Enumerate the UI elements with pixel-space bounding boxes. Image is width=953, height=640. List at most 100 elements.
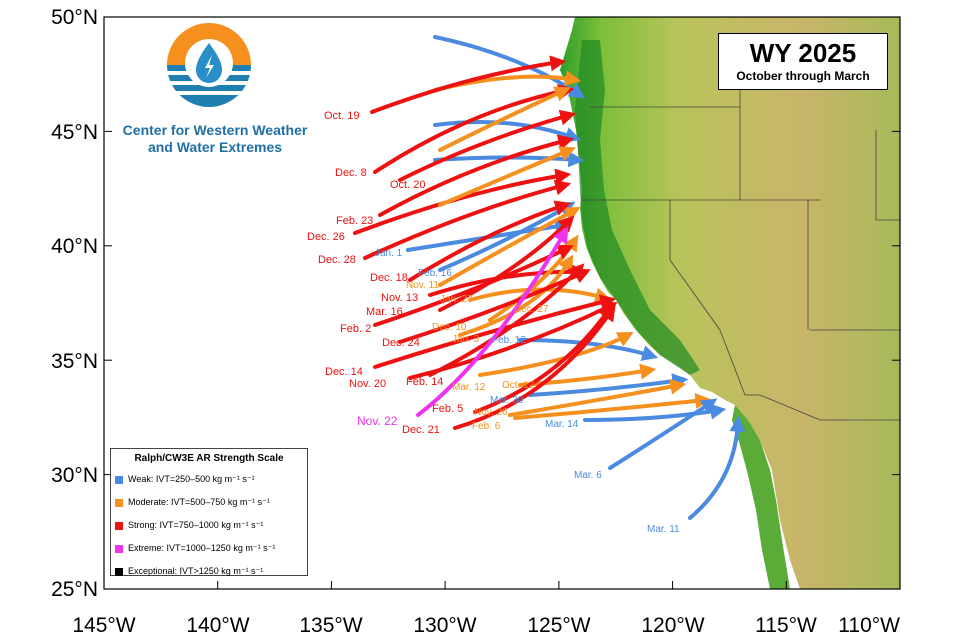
ar-label: Dec. 10 xyxy=(432,322,467,333)
logo-line-1: Center for Western Weather xyxy=(122,122,308,138)
ar-arrow xyxy=(473,302,614,414)
lon-tick-label: 125°W xyxy=(527,614,590,637)
ar-arrow xyxy=(408,200,572,282)
water-drop-sun-logo xyxy=(167,23,251,107)
ar-label: Jan. 1 xyxy=(375,248,403,259)
ar-label: Mar. 30 xyxy=(490,395,524,406)
ar-label: Jan. 3 xyxy=(452,334,480,345)
graticule xyxy=(104,130,900,589)
legend-label: Exceptional: IVT>1250 kg m⁻¹ s⁻¹ xyxy=(128,566,264,576)
ar-arrow xyxy=(528,373,689,397)
ar-label: Feb. 5 xyxy=(432,403,463,415)
lat-tick-label: 40°N xyxy=(51,235,98,258)
legend-item-strong: Strong: IVT=750–1000 kg m⁻¹ s⁻¹ xyxy=(111,514,307,537)
ar-arrow xyxy=(608,398,718,470)
lat-tick-label: 25°N xyxy=(51,578,98,601)
latitude-tick-labels: 50°N 45°N 40°N 35°N 30°N 25°N xyxy=(51,6,98,601)
legend-item-exceptional: Exceptional: IVT>1250 kg m⁻¹ s⁻¹ xyxy=(111,560,307,583)
ar-arrow xyxy=(688,415,746,520)
lon-tick-label: 145°W xyxy=(72,614,135,637)
ar-arrow xyxy=(518,363,657,387)
legend-label: Weak: IVT=250–500 kg m⁻¹ s⁻¹ xyxy=(128,474,255,484)
ar-labels: Oct. 19 Dec. 8 Oct. 20 Feb. 23 Dec. 26 D… xyxy=(307,110,680,535)
ar-arrow xyxy=(428,263,585,377)
logo-line-2: and Water Extremes xyxy=(147,139,283,155)
map-title: WY 2025 xyxy=(749,38,857,68)
ar-arrows xyxy=(353,35,746,520)
lon-tick-label: 120°W xyxy=(641,614,704,637)
ar-label: Oct. 20 xyxy=(390,179,425,191)
lon-tick-label: 130°W xyxy=(413,614,476,637)
ar-arrow xyxy=(378,134,575,217)
ar-arrow xyxy=(373,294,617,369)
ar-label: Mar. 6 xyxy=(574,470,602,481)
ar-label: Mar. 14 xyxy=(545,419,579,430)
ar-label: Feb. 23 xyxy=(336,215,373,227)
ar-label: Dec. 21 xyxy=(402,424,440,436)
ar-label: Dec. 27 xyxy=(514,304,549,315)
lon-tick-label: 135°W xyxy=(299,614,362,637)
ar-arrow xyxy=(518,338,659,361)
map-subtitle: October through March xyxy=(736,69,870,83)
logo-text: Center for Western Weather and Water Ext… xyxy=(100,122,330,156)
legend: Ralph/CW3E AR Strength Scale Weak: IVT=2… xyxy=(110,448,308,576)
ar-label: Nov. 20 xyxy=(349,378,386,390)
ar-label: Dec. 24 xyxy=(382,337,420,349)
ar-label: Mar. 12 xyxy=(452,382,486,393)
ar-label: Dec. 14 xyxy=(325,366,363,378)
legend-swatch xyxy=(115,475,123,484)
ar-arrow xyxy=(513,393,712,420)
legend-label: Moderate: IVT=500–750 kg m⁻¹ s⁻¹ xyxy=(128,497,270,507)
legend-title: Ralph/CW3E AR Strength Scale xyxy=(134,453,284,464)
coastal-mountains xyxy=(575,40,700,375)
legend-swatch xyxy=(115,521,123,530)
lon-tick-label: 115°W xyxy=(755,614,817,637)
ar-arrow xyxy=(438,86,571,152)
ar-arrow xyxy=(373,244,574,327)
legend-label: Extreme: IVT=1000–1250 kg m⁻¹ s⁻¹ xyxy=(128,543,276,553)
ar-label: Dec. 26 xyxy=(307,231,345,243)
ar-label: Mar. 11 xyxy=(647,524,680,535)
ar-label: Nov. 26 xyxy=(474,407,508,418)
ar-label: Nov. 22 xyxy=(357,414,398,428)
ar-label: Dec. 18 xyxy=(370,272,408,284)
legend-swatch xyxy=(115,544,123,553)
ar-arrow xyxy=(438,146,576,207)
ar-arrow xyxy=(458,254,574,337)
map-frame xyxy=(103,16,901,590)
ar-label: Dec. 8 xyxy=(335,167,367,179)
state-borders xyxy=(582,40,900,421)
legend-item-weak: Weak: IVT=250–500 kg m⁻¹ s⁻¹ xyxy=(111,468,307,491)
lat-tick-label: 35°N xyxy=(51,350,98,373)
lat-tick-label: 30°N xyxy=(51,464,98,487)
legend-item-moderate: Moderate: IVT=500–750 kg m⁻¹ s⁻¹ xyxy=(111,491,307,514)
ar-arrow xyxy=(353,168,572,235)
lon-tick-label: 140°W xyxy=(186,614,249,637)
ar-arrow xyxy=(453,304,616,430)
ar-label: Nov. 11 xyxy=(406,280,439,291)
ar-label: Feb. 6 xyxy=(472,421,501,432)
ar-arrow xyxy=(398,109,577,182)
lon-tick-label: 110°W xyxy=(838,614,900,637)
ar-arrow xyxy=(363,179,572,260)
land-area xyxy=(560,17,900,589)
ar-label: Nov. 13 xyxy=(381,292,418,304)
lat-tick-label: 50°N xyxy=(51,6,98,29)
ar-arrow xyxy=(468,287,612,304)
lat-tick-label: 45°N xyxy=(51,121,98,144)
legend-swatch xyxy=(115,567,123,576)
ar-label: Feb. 16 xyxy=(418,268,452,279)
legend-swatch xyxy=(115,498,123,507)
ar-label: Oct. 12 xyxy=(502,380,535,391)
legend-item-extreme: Extreme: IVT=1000–1250 kg m⁻¹ s⁻¹ xyxy=(111,537,307,560)
ar-arrow xyxy=(508,378,687,417)
longitude-tick-labels: 145°W 140°W 135°W 130°W 125°W 120°W 115°… xyxy=(72,614,900,637)
ar-label: Feb. 2 xyxy=(340,323,371,335)
ar-arrow xyxy=(370,55,567,114)
baja-peninsula xyxy=(732,405,790,589)
ar-arrow xyxy=(373,84,575,174)
ar-label: Oct. 19 xyxy=(324,110,359,122)
ar-label: Feb. 14 xyxy=(406,376,443,388)
legend-label: Strong: IVT=750–1000 kg m⁻¹ s⁻¹ xyxy=(128,520,264,530)
ar-label: Feb. 12 xyxy=(492,335,526,346)
